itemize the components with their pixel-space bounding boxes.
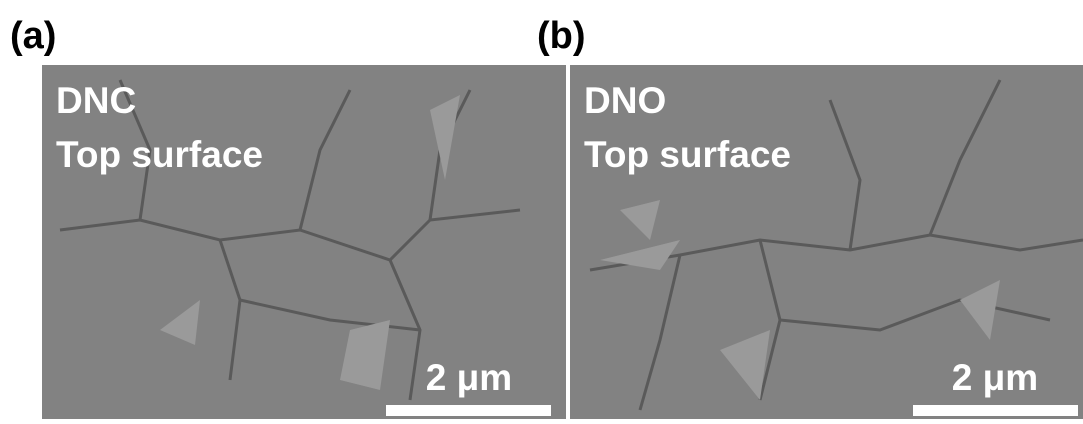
scale-bar	[386, 405, 551, 416]
panel-label: (a)	[10, 15, 56, 57]
figure: (a) DNC Top surface 2 μm (b) DNO Top sur…	[0, 0, 1083, 419]
scale-bar-label: 2 μm	[952, 357, 1038, 398]
panel-b: (b) DNO Top surface 2 μm	[537, 15, 1083, 419]
scale-bar	[913, 405, 1078, 416]
sample-name: DNC	[56, 80, 136, 121]
description: Top surface	[56, 134, 263, 175]
sample-name: DNO	[584, 80, 666, 121]
scale-bar-label: 2 μm	[426, 357, 512, 398]
panel-a: (a) DNC Top surface 2 μm	[10, 15, 566, 419]
description: Top surface	[584, 134, 791, 175]
panel-label: (b)	[537, 15, 586, 57]
